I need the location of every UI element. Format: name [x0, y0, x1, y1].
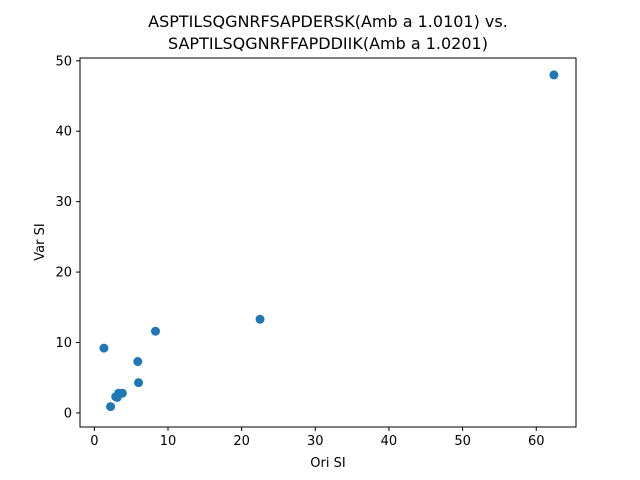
x-axis-label: Ori SI — [310, 456, 345, 471]
y-tick-label: 50 — [55, 54, 72, 69]
data-point — [133, 357, 143, 367]
data-point — [106, 402, 116, 412]
x-tick-label: 20 — [233, 434, 250, 449]
axes-frame — [79, 57, 577, 428]
x-tick-label: 30 — [307, 434, 324, 449]
data-point — [150, 326, 160, 336]
x-tick-label: 60 — [528, 434, 545, 449]
data-point — [255, 314, 265, 324]
x-tick-label: 0 — [90, 434, 98, 449]
chart-title-line-1: ASPTILSQGNRFSAPDERSK(Amb a 1.0101) vs. — [148, 12, 508, 31]
chart-title-line-2: SAPTILSQGNRFFAPDDIIK(Amb a 1.0201) — [168, 34, 488, 53]
data-point — [134, 378, 144, 388]
y-tick-label: 40 — [55, 125, 72, 140]
data-point — [117, 388, 127, 398]
y-tick-label: 0 — [64, 406, 72, 421]
y-tick-label: 20 — [55, 266, 72, 281]
data-point — [99, 343, 109, 353]
y-axis-label: Var SI — [33, 223, 48, 260]
x-tick-label: 50 — [454, 434, 471, 449]
y-tick-label: 10 — [55, 336, 72, 351]
x-tick-label: 40 — [381, 434, 398, 449]
x-tick-label: 10 — [160, 434, 177, 449]
y-tick-label: 30 — [55, 195, 72, 210]
data-point — [549, 70, 559, 80]
plot-area: 0 10 20 30 40 50 60 0 10 20 30 40 50 — [55, 54, 559, 449]
